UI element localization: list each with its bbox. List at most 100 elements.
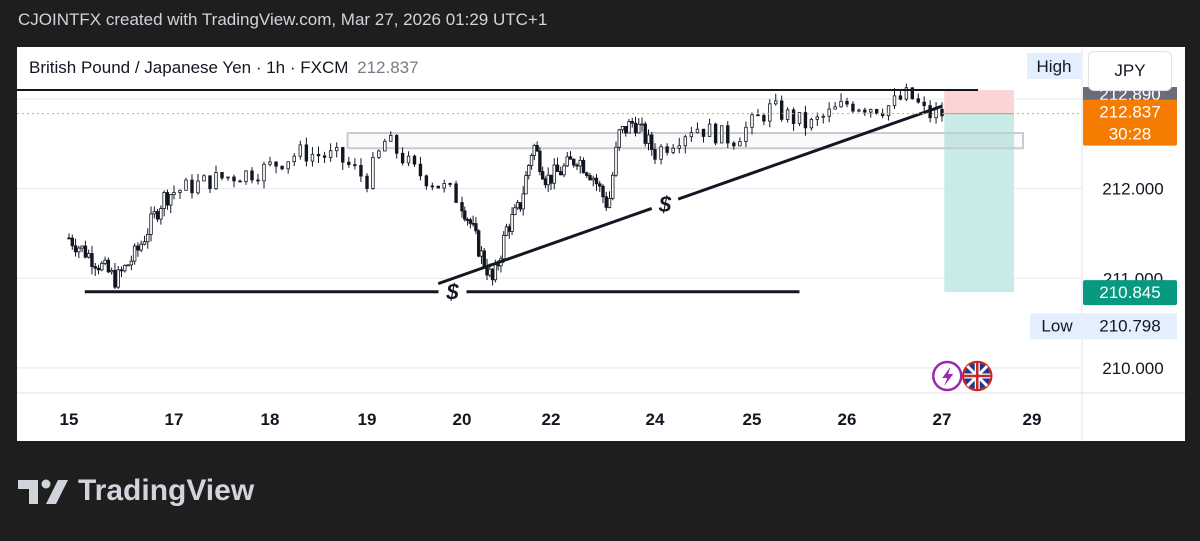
candle-body [436, 185, 440, 189]
high-label-box [1027, 53, 1081, 79]
candle-body [624, 126, 628, 134]
candle-body [96, 267, 101, 271]
candle-body [178, 189, 182, 193]
currency-button[interactable]: JPY [1088, 51, 1172, 91]
candle-body [103, 259, 107, 264]
candle-body [653, 149, 657, 160]
time-axis-tick-label: 26 [838, 410, 857, 429]
candle-body [463, 210, 467, 220]
candle-body [598, 183, 602, 187]
candle-body [418, 163, 423, 177]
trendline [437, 207, 653, 286]
candle-body [214, 172, 218, 190]
candle-body [518, 202, 523, 210]
candle-body [809, 118, 814, 129]
candle-body [588, 175, 592, 181]
candle-body [695, 128, 700, 134]
time-axis-tick-label: 20 [453, 410, 472, 429]
candle-body [874, 109, 879, 114]
candle-body [671, 147, 675, 153]
candle-body [334, 147, 339, 152]
candle-body [559, 171, 563, 176]
candle-body [614, 146, 618, 176]
candle-body [482, 250, 486, 267]
candle-body [460, 202, 464, 212]
chart-caption: CJOINTFX created with TradingView.com, M… [18, 10, 548, 29]
candle-body [904, 87, 909, 100]
candle-body [371, 156, 375, 189]
candle-body [490, 268, 495, 281]
time-axis-tick-label: 22 [542, 410, 561, 429]
candle-body [637, 123, 641, 134]
candle-body [116, 269, 120, 288]
chart-panel[interactable]: $ $212.000 211.000 210.000 15 17 18 19 20 22 24 25 2… [17, 47, 1185, 441]
candle-body [250, 170, 254, 181]
low-value-label: 210.798 [1099, 316, 1160, 335]
candle-body [833, 106, 837, 110]
candle-body [578, 159, 582, 167]
candle-body [549, 174, 553, 184]
trendline [677, 104, 943, 201]
candle-body [412, 155, 417, 165]
candle-body [310, 153, 315, 162]
uk-flag-cross-red [964, 363, 991, 389]
candle-body [601, 185, 605, 198]
tradingview-logo: TradingView [18, 474, 254, 508]
candle-body [689, 132, 694, 138]
time-axis-tick-label: 27 [933, 410, 952, 429]
candle-body [892, 95, 897, 107]
candle-body [389, 135, 393, 142]
candle-body [562, 165, 566, 176]
candle-body [132, 245, 137, 262]
candle-body [286, 161, 290, 170]
candle-body [575, 164, 579, 167]
candle-body [73, 245, 78, 253]
candle-body [365, 175, 369, 189]
candle-body [851, 103, 855, 112]
candle-body [502, 234, 506, 260]
candle-body [594, 177, 599, 185]
candle-body [454, 183, 458, 203]
candle-body [347, 161, 351, 165]
current-price-badge [1083, 99, 1177, 146]
candle-body [129, 260, 134, 266]
candle-body [109, 270, 114, 273]
low-label-box [1030, 313, 1084, 340]
candle-body [620, 126, 625, 131]
candle-body [543, 178, 548, 186]
candle-body [744, 126, 748, 142]
candle-body [750, 114, 754, 128]
candle-body [643, 123, 647, 144]
candle-body [394, 135, 399, 154]
candle-body [538, 150, 542, 172]
candle-body [591, 177, 595, 181]
candle-body [510, 214, 514, 232]
candle-body [268, 161, 272, 165]
candle-body [552, 164, 556, 184]
candle-body [86, 253, 91, 258]
candle-body [493, 264, 498, 281]
candle-body [377, 150, 381, 158]
candle-body [726, 125, 730, 144]
candle-body [546, 174, 550, 186]
candle-body [581, 159, 586, 174]
candle-body [513, 207, 517, 216]
candle-body [821, 115, 825, 118]
candle-body [738, 141, 742, 147]
candle-body [774, 100, 778, 105]
candle-body [886, 105, 891, 117]
candle-body [857, 109, 861, 112]
candle-body [465, 218, 470, 221]
candle-body [785, 109, 790, 120]
candle-body [406, 155, 411, 164]
candle-body [565, 156, 569, 167]
candle-body [707, 123, 712, 137]
candle-body [80, 245, 84, 249]
candle-body [627, 121, 631, 134]
candle-body [353, 164, 357, 166]
candle-body [123, 264, 127, 272]
candle-body [146, 233, 150, 243]
candle-body [165, 192, 170, 206]
candle-body [280, 165, 284, 170]
